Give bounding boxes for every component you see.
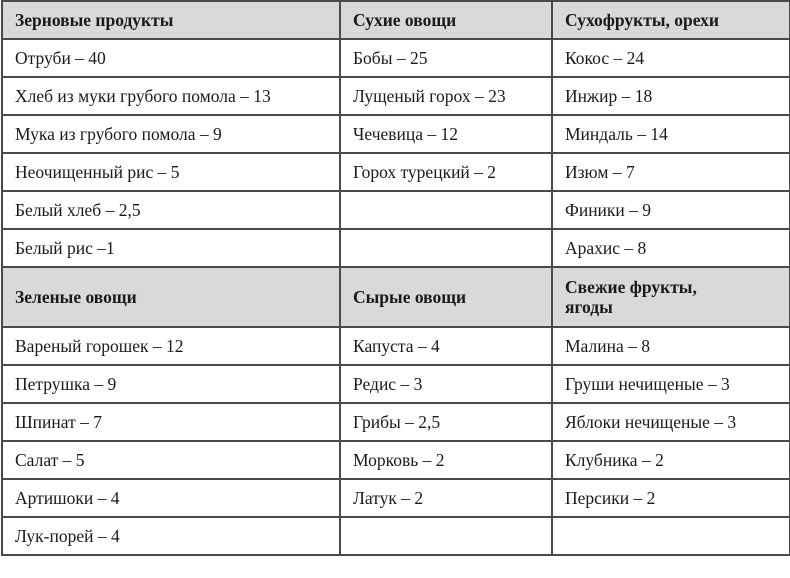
table-cell: Белый хлеб – 2,5 xyxy=(1,190,341,230)
table-cell: Финики – 9 xyxy=(551,190,790,230)
table-cell: Салат – 5 xyxy=(1,440,341,480)
table-row: Неочищенный рис – 5 Горох турецкий – 2 Изю… xyxy=(1,152,790,192)
table-cell: Морковь – 2 xyxy=(339,440,553,480)
column-header: Свежие фрукты, ягоды xyxy=(551,266,790,328)
table-cell: Лук-порей – 4 xyxy=(1,516,341,556)
table-cell: Латук – 2 xyxy=(339,478,553,518)
table-cell: Малина – 8 xyxy=(551,326,790,366)
table-cell: Белый рис –1 xyxy=(1,228,341,268)
table-row: Мука из грубого помола – 9 Чечевица – 12 М… xyxy=(1,114,790,154)
table-cell: Чечевица – 12 xyxy=(339,114,553,154)
table-cell xyxy=(339,190,553,230)
table-row: Петрушка – 9 Редис – 3 Груши нечищеные – 3 xyxy=(1,364,790,404)
section-header-row: Зерновые продукты Сухие овощи Сухофрукты, … xyxy=(1,0,790,40)
table-row: Лук-порей – 4 xyxy=(1,516,790,556)
table-cell: Неочищенный рис – 5 xyxy=(1,152,341,192)
column-header: Сухие овощи xyxy=(339,0,553,40)
section-header-row: Зеленые овощи Сырые овощи Свежие фрукты, я… xyxy=(1,266,790,328)
column-header: Зеленые овощи xyxy=(1,266,341,328)
table-cell: Клубника – 2 xyxy=(551,440,790,480)
table-cell: Горох турецкий – 2 xyxy=(339,152,553,192)
table-cell: Яблоки нечищеные – 3 xyxy=(551,402,790,442)
table-row: Артишоки – 4 Латук – 2 Персики – 2 xyxy=(1,478,790,518)
table-cell: Арахис – 8 xyxy=(551,228,790,268)
table-cell: Петрушка – 9 xyxy=(1,364,341,404)
table-cell xyxy=(339,516,553,556)
table-row: Отруби – 40 Бобы – 25 Кокос – 24 xyxy=(1,38,790,78)
table-cell: Грибы – 2,5 xyxy=(339,402,553,442)
table-row: Хлеб из муки грубого помола – 13 Лущеный … xyxy=(1,76,790,116)
table-cell: Миндаль – 14 xyxy=(551,114,790,154)
table-cell: Шпинат – 7 xyxy=(1,402,341,442)
column-header: Сухофрукты, орехи xyxy=(551,0,790,40)
table-cell xyxy=(339,228,553,268)
column-header: Сырые овощи xyxy=(339,266,553,328)
table-cell: Груши нечищеные – 3 xyxy=(551,364,790,404)
table-cell: Лущеный горох – 23 xyxy=(339,76,553,116)
table-row: Вареный горошек – 12 Капуста – 4 Малина – … xyxy=(1,326,790,366)
table-cell: Артишоки – 4 xyxy=(1,478,341,518)
table-row: Белый рис –1 Арахис – 8 xyxy=(1,228,790,268)
table-cell: Вареный горошек – 12 xyxy=(1,326,341,366)
fiber-content-table: Зерновые продукты Сухие овощи Сухофрукты, … xyxy=(1,0,790,556)
table-cell: Мука из грубого помола – 9 xyxy=(1,114,341,154)
table-cell: Капуста – 4 xyxy=(339,326,553,366)
table-cell: Персики – 2 xyxy=(551,478,790,518)
table-cell: Кокос – 24 xyxy=(551,38,790,78)
table-cell: Изюм – 7 xyxy=(551,152,790,192)
table-cell xyxy=(551,516,790,556)
table-cell: Бобы – 25 xyxy=(339,38,553,78)
table-row: Шпинат – 7 Грибы – 2,5 Яблоки нечищеные – … xyxy=(1,402,790,442)
table-row: Белый хлеб – 2,5 Финики – 9 xyxy=(1,190,790,230)
table-cell: Отруби – 40 xyxy=(1,38,341,78)
table-cell: Инжир – 18 xyxy=(551,76,790,116)
table-row: Салат – 5 Морковь – 2 Клубника – 2 xyxy=(1,440,790,480)
table-cell: Хлеб из муки грубого помола – 13 xyxy=(1,76,341,116)
column-header: Зерновые продукты xyxy=(1,0,341,40)
table-cell: Редис – 3 xyxy=(339,364,553,404)
